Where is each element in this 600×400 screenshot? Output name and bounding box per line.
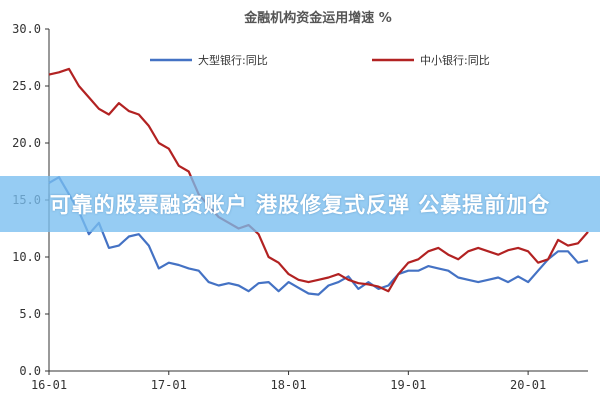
overlay-banner: 可靠的股票融资账户 港股修复式反弹 公募提前加仓 (0, 176, 600, 232)
y-tick-label: 30.0 (12, 22, 41, 36)
x-tick-label: 19-01 (390, 378, 426, 392)
series-line-0 (48, 176, 589, 296)
x-tick-label: 16-01 (31, 378, 67, 392)
x-tick-label: 18-01 (270, 378, 306, 392)
series-layer (48, 67, 589, 296)
y-tick-label: 10.0 (12, 250, 41, 264)
legend-label: 大型银行:同比 (198, 53, 268, 67)
y-tick-label: 25.0 (12, 79, 41, 93)
series-line-1 (48, 67, 589, 293)
legend: 大型银行:同比 中小银行:同比 (150, 53, 490, 67)
y-tick-label: 0.0 (19, 364, 41, 378)
legend-label: 中小银行:同比 (420, 53, 490, 67)
y-tick-label: 20.0 (12, 136, 41, 150)
y-tick-label: 5.0 (19, 307, 41, 321)
chart-title: 金融机构资金运用增速 % (243, 10, 392, 26)
x-tick-label: 17-01 (151, 378, 187, 392)
x-tick-label: 20-01 (510, 378, 546, 392)
